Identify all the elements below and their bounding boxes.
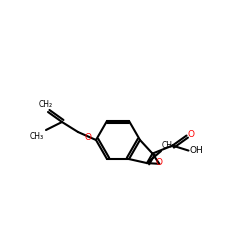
Text: O: O — [188, 130, 194, 139]
Text: CH₂: CH₂ — [39, 100, 53, 109]
Text: CH₃: CH₃ — [162, 141, 176, 150]
Text: CH₃: CH₃ — [30, 132, 44, 141]
Text: O: O — [156, 158, 163, 167]
Text: OH: OH — [190, 146, 203, 155]
Text: O: O — [84, 134, 91, 142]
